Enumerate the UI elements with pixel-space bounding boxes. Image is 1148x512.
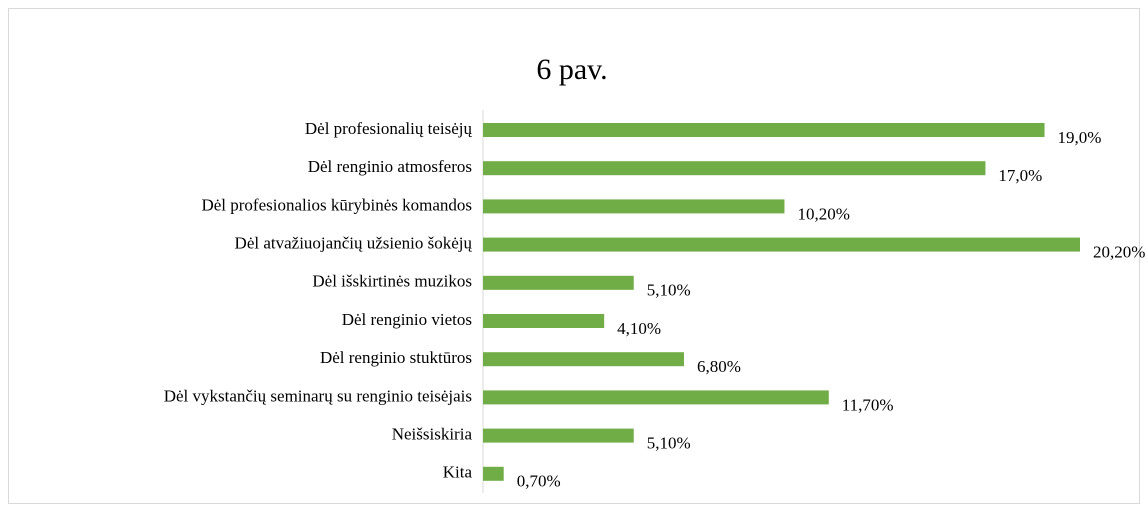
bar: [483, 466, 504, 481]
category-label: Neišsiskiria: [392, 425, 473, 444]
bar: [483, 428, 634, 443]
value-label: 0,70%: [517, 472, 561, 491]
category-label: Dėl išskirtinės muzikos: [312, 272, 472, 291]
value-label: 11,70%: [842, 395, 894, 414]
category-label: Dėl renginio atmosferos: [308, 157, 472, 176]
value-label: 19,0%: [1058, 128, 1102, 147]
category-label: Dėl profesionalios kūrybinės komandos: [201, 195, 472, 214]
category-label: Kita: [443, 463, 473, 482]
bar: [483, 161, 986, 176]
category-label: Dėl profesionalių teisėjų: [305, 119, 473, 138]
bar: [483, 314, 605, 328]
value-label: 6,80%: [697, 357, 741, 376]
chart-frame: [8, 8, 1140, 504]
value-label: 5,10%: [647, 434, 691, 453]
value-label: 10,20%: [797, 204, 849, 223]
chart-title: 6 pav.: [536, 53, 607, 86]
category-label: Dėl vykstančių seminarų su renginio teis…: [164, 386, 472, 405]
value-label: 5,10%: [647, 281, 691, 300]
category-label: Dėl renginio stuktūros: [320, 348, 472, 367]
category-label: Dėl atvažiuojančių užsienio šokėjų: [235, 234, 473, 253]
bar: [483, 199, 785, 214]
value-label: 20,20%: [1093, 243, 1145, 262]
bar: [483, 352, 684, 367]
category-label: Dėl renginio vietos: [342, 310, 472, 329]
bar: [483, 123, 1045, 137]
bar: [483, 237, 1080, 252]
bar: [483, 390, 829, 405]
value-label: 4,10%: [617, 319, 661, 338]
bar: [483, 275, 634, 290]
value-label: 17,0%: [998, 166, 1042, 185]
